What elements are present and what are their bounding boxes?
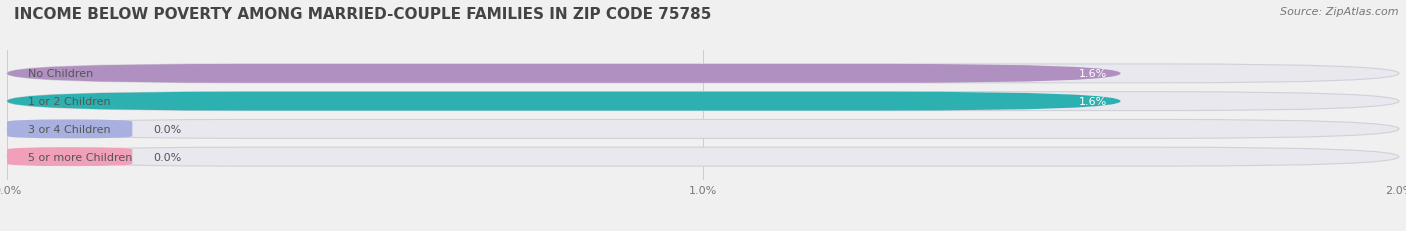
FancyBboxPatch shape	[7, 65, 1399, 83]
Text: 5 or more Children: 5 or more Children	[28, 152, 132, 162]
FancyBboxPatch shape	[7, 148, 132, 166]
Text: INCOME BELOW POVERTY AMONG MARRIED-COUPLE FAMILIES IN ZIP CODE 75785: INCOME BELOW POVERTY AMONG MARRIED-COUPL…	[14, 7, 711, 22]
Text: 1.6%: 1.6%	[1078, 97, 1107, 107]
Text: Source: ZipAtlas.com: Source: ZipAtlas.com	[1281, 7, 1399, 17]
FancyBboxPatch shape	[7, 120, 1399, 139]
FancyBboxPatch shape	[7, 65, 1121, 83]
FancyBboxPatch shape	[7, 92, 1399, 111]
Text: 1.6%: 1.6%	[1078, 69, 1107, 79]
Text: No Children: No Children	[28, 69, 93, 79]
FancyBboxPatch shape	[7, 148, 1399, 166]
Text: 0.0%: 0.0%	[153, 152, 181, 162]
Text: 1 or 2 Children: 1 or 2 Children	[28, 97, 111, 107]
FancyBboxPatch shape	[7, 92, 1121, 111]
Text: 3 or 4 Children: 3 or 4 Children	[28, 124, 111, 134]
FancyBboxPatch shape	[7, 120, 132, 139]
Text: 0.0%: 0.0%	[153, 124, 181, 134]
